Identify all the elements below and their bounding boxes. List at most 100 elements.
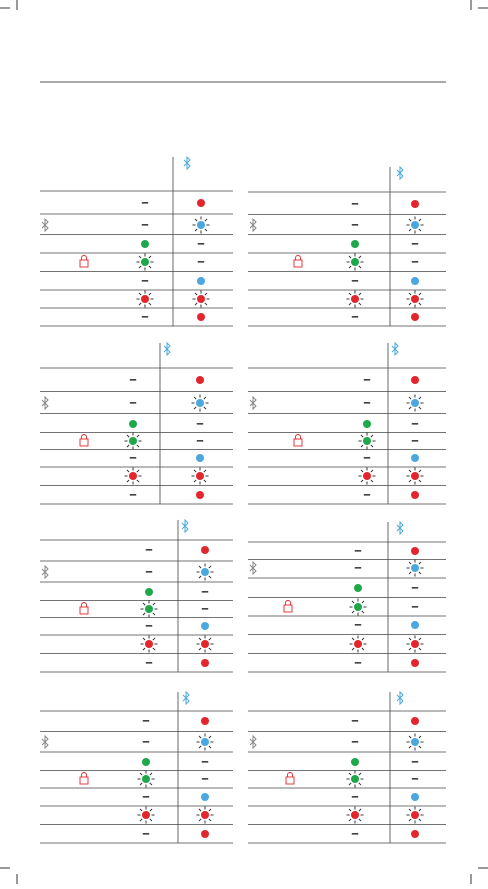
led-ray (408, 735, 412, 739)
led-ray (418, 808, 422, 812)
led-ray (408, 647, 412, 651)
dash: – (196, 415, 203, 430)
led-dot (411, 472, 419, 480)
led-ray (198, 818, 202, 822)
led-ray (358, 772, 362, 776)
led-ray (139, 782, 143, 786)
dash: – (411, 235, 418, 250)
dash: – (142, 788, 149, 803)
led-dot (197, 277, 205, 285)
lock-body (79, 606, 89, 615)
led-ray (208, 565, 212, 569)
led-ray (198, 575, 202, 579)
led-dot (129, 472, 137, 480)
dash: – (411, 579, 418, 594)
led-ray (408, 302, 412, 306)
led-blink (346, 253, 364, 271)
lock-shackle (287, 772, 293, 777)
led-dot (129, 437, 137, 445)
led-ray (408, 396, 412, 400)
led-ray (408, 406, 412, 410)
led-dot (351, 811, 359, 819)
led-dot (145, 640, 153, 648)
dash: – (351, 788, 358, 803)
led-blink (349, 635, 367, 653)
led-dot (196, 472, 204, 480)
lock-icon (293, 255, 303, 268)
led-dot (411, 793, 419, 801)
led-blink (137, 770, 155, 788)
led-dot (141, 295, 149, 303)
led-ray (136, 434, 140, 438)
dash: – (363, 486, 370, 501)
dash: – (351, 825, 358, 840)
lock-icon (293, 434, 303, 447)
led-ray (360, 434, 364, 438)
led-blink (124, 467, 142, 485)
lock-icon (79, 772, 89, 785)
lock-shackle (81, 602, 87, 607)
led-dot (411, 277, 419, 285)
led-ray (360, 469, 364, 473)
led-ray (348, 292, 352, 296)
led-ray (348, 302, 352, 306)
dash: – (351, 272, 358, 287)
led-ray (348, 782, 352, 786)
bluetooth-icon (249, 560, 257, 576)
led-ray (136, 444, 140, 448)
led-ray (194, 228, 198, 232)
led-dot (201, 830, 209, 838)
led-ray (139, 818, 143, 822)
led-dot (351, 758, 359, 766)
led-dot (363, 420, 371, 428)
led-dot (141, 240, 149, 248)
led-ray (208, 735, 212, 739)
led-blink (346, 290, 364, 308)
led-ray (408, 228, 412, 232)
bluetooth-icon (249, 395, 257, 411)
led-ray (198, 735, 202, 739)
led-ray (204, 292, 208, 296)
led-dot (411, 621, 419, 629)
dash: – (411, 253, 418, 268)
led-ray (418, 302, 422, 306)
led-ray (136, 469, 140, 473)
led-ray (358, 818, 362, 822)
led-ray (198, 637, 202, 641)
dash: – (354, 654, 361, 669)
bluetooth-icon (396, 165, 404, 181)
led-ray (418, 396, 422, 400)
dash: – (197, 235, 204, 250)
led-ray (198, 565, 202, 569)
led-ray (351, 647, 355, 651)
led-dot (201, 793, 209, 801)
led-dot (351, 258, 359, 266)
led-dot (411, 738, 419, 746)
led-ray (361, 637, 365, 641)
dash: – (145, 617, 152, 632)
led-ray (142, 647, 146, 651)
led-ray (198, 745, 202, 749)
led-blink (406, 733, 424, 751)
led-ray (418, 647, 422, 651)
led-dot (411, 399, 419, 407)
led-ray (126, 479, 130, 483)
led-ray (360, 444, 364, 448)
led-ray (348, 255, 352, 259)
led-ray (208, 808, 212, 812)
led-ray (370, 479, 374, 483)
led-ray (194, 292, 198, 296)
dash: – (201, 770, 208, 785)
led-ray (361, 600, 365, 604)
led-ray (148, 302, 152, 306)
led-dot (201, 659, 209, 667)
dash: – (145, 541, 152, 556)
led-ray (152, 637, 156, 641)
led-dot (351, 775, 359, 783)
led-ray (208, 818, 212, 822)
led-dot (354, 640, 362, 648)
dash: – (351, 195, 358, 210)
lock-icon (283, 600, 293, 613)
led-dot (411, 454, 419, 462)
